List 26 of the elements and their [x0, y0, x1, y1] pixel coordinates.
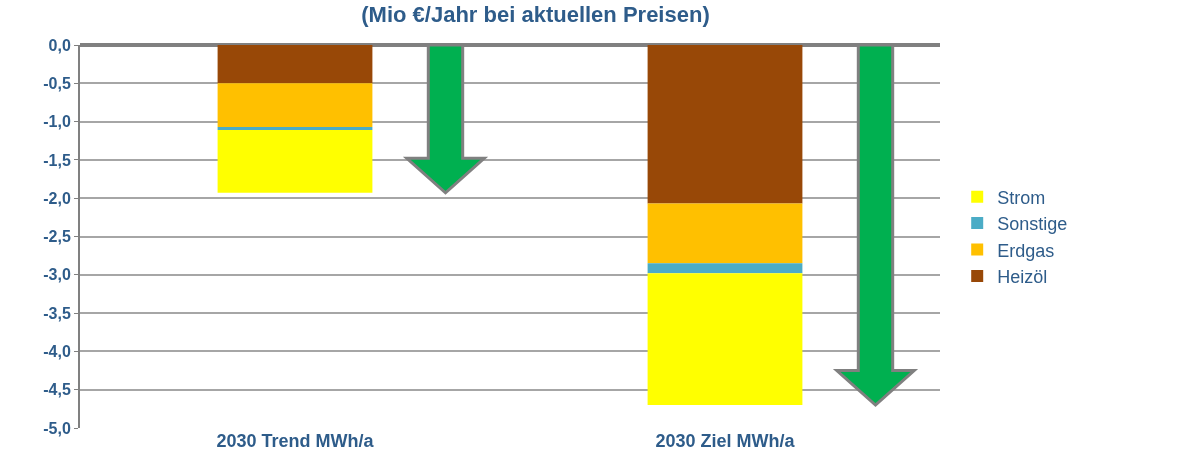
y-tick-label: -5,0: [43, 419, 71, 437]
y-tick-label: -0,5: [43, 74, 71, 92]
y-tick-label: 0,0: [48, 36, 71, 54]
bar: [647, 45, 803, 204]
legend-label: Erdgas: [997, 240, 1055, 261]
bar: [217, 83, 373, 127]
legend-label: Sonstige: [997, 214, 1068, 235]
bar: [217, 45, 373, 84]
y-tick-label: -1,0: [43, 113, 71, 131]
y-tick-label: -3,5: [43, 304, 71, 322]
x-tick-label: 2030 Trend MWh/a: [216, 431, 375, 451]
y-tick-label: -4,5: [43, 381, 71, 399]
y-tick-label: -2,5: [43, 228, 71, 246]
legend-label: Heizöl: [997, 266, 1048, 287]
bar: [217, 130, 373, 193]
y-tick-label: -4,0: [43, 343, 71, 360]
y-tick-label: -1,5: [43, 151, 71, 169]
x-tick-label: 2030 Ziel MWh/a: [655, 431, 796, 451]
y-tick-label: -2,0: [43, 189, 71, 207]
bar: [217, 126, 373, 131]
bar: [647, 203, 803, 264]
bar: [647, 263, 803, 274]
bar: [647, 273, 803, 406]
chart-title: (Mio €/Jahr bei aktuellen Preisen): [361, 2, 710, 28]
y-tick-label: -3,0: [43, 266, 71, 284]
legend-label: Strom: [997, 187, 1046, 208]
